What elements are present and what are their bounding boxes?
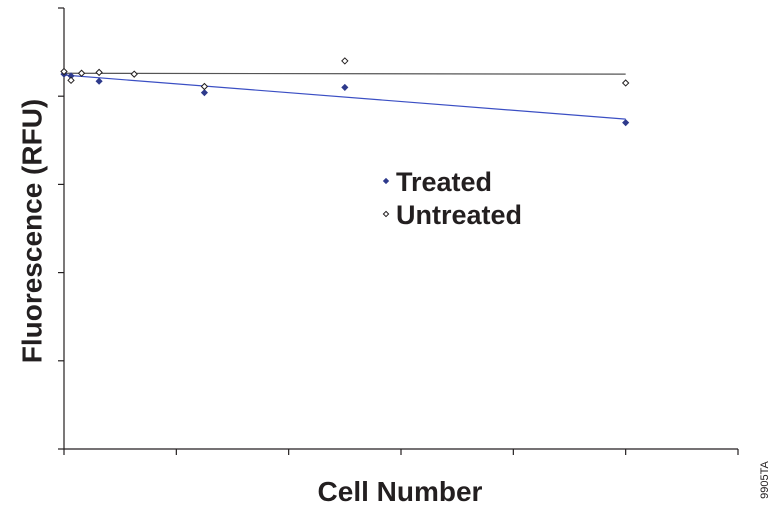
untreated-point	[60, 67, 68, 76]
untreated-point	[67, 76, 75, 85]
treated-legend-label: Treated	[396, 167, 492, 197]
treated-point	[95, 77, 103, 85]
figure-id-label: 9905TA	[759, 460, 769, 498]
treated-point	[200, 89, 208, 97]
untreated-point	[77, 69, 86, 77]
x-axis-title: Cell Number	[318, 476, 483, 507]
untreated-point	[341, 57, 349, 65]
treated-legend-marker	[382, 177, 390, 185]
data-markers	[60, 57, 630, 127]
untreated-legend-marker	[382, 210, 390, 218]
axes	[58, 7, 739, 455]
trendlines	[63, 72, 626, 120]
untreated-trendline	[63, 72, 626, 75]
untreated-point	[95, 68, 103, 77]
treated-trendline	[63, 74, 626, 120]
treated-point	[622, 119, 630, 127]
treated-point	[341, 83, 349, 91]
untreated-point	[130, 70, 138, 78]
untreated-legend-label: Untreated	[396, 200, 522, 230]
untreated-point	[200, 82, 209, 91]
y-axis-title: Fluorescence (RFU)	[16, 99, 47, 364]
untreated-point	[621, 79, 630, 87]
